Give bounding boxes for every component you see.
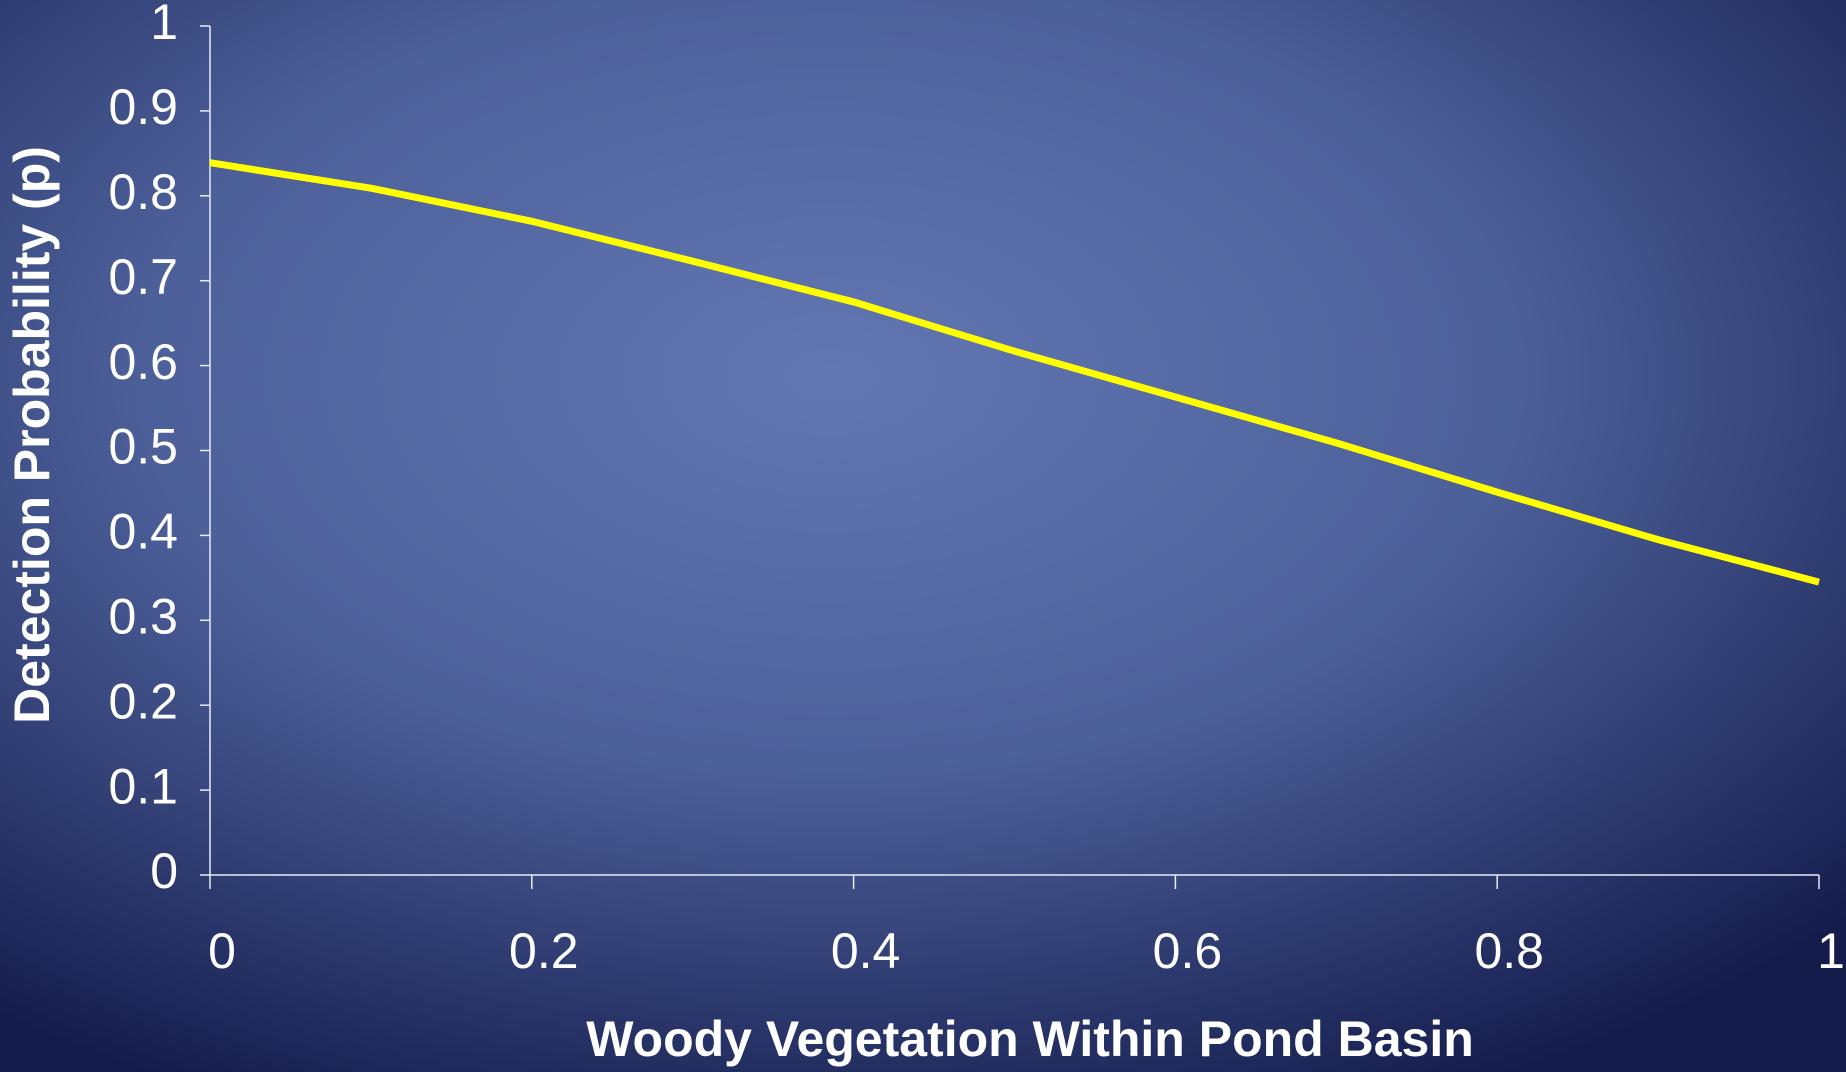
x-tick-label: 0 <box>208 923 236 979</box>
y-tick-label: 0.9 <box>108 79 178 135</box>
y-tick-label: 0.8 <box>108 164 178 220</box>
x-tick-label: 0.6 <box>1153 923 1223 979</box>
x-axis-title: Woody Vegetation Within Pond Basin <box>586 1011 1474 1067</box>
y-tick-label: 0.1 <box>108 758 178 814</box>
y-tick-label: 1 <box>150 0 178 50</box>
y-tick-label: 0.6 <box>108 334 178 390</box>
y-tick-label: 0.2 <box>108 673 178 729</box>
y-tick-label: 0 <box>150 843 178 899</box>
y-axis-title: Detection Probability (p) <box>4 146 60 724</box>
y-tick-label: 0.5 <box>108 419 178 475</box>
x-tick-label: 0.8 <box>1474 923 1544 979</box>
x-tick-label: 0.2 <box>509 923 579 979</box>
x-tick-label: 1 <box>1817 923 1845 979</box>
y-tick-label: 0.7 <box>108 249 178 305</box>
y-tick-label: 0.3 <box>108 589 178 645</box>
data-line <box>209 159 1820 586</box>
y-tick-label: 0.4 <box>108 504 178 560</box>
x-tick-label: 0.4 <box>831 923 901 979</box>
